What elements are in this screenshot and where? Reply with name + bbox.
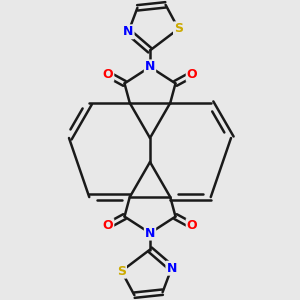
Text: N: N — [145, 60, 155, 74]
Text: O: O — [103, 68, 113, 81]
Text: O: O — [187, 219, 197, 232]
Text: O: O — [103, 219, 113, 232]
Text: N: N — [145, 226, 155, 240]
Text: S: S — [117, 265, 126, 278]
Text: S: S — [174, 22, 183, 35]
Text: N: N — [123, 25, 134, 38]
Text: O: O — [187, 68, 197, 81]
Text: N: N — [167, 262, 177, 275]
